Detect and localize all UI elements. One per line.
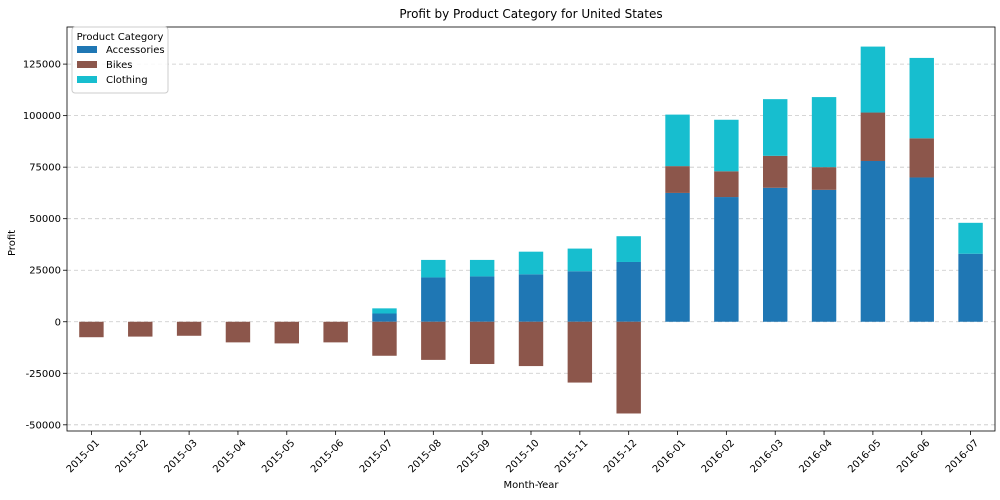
x-tick-label: 2015-03 <box>162 438 199 475</box>
x-axis: 2015-01 2015-02 2015-03 2015-04 2015-05 2015-… <box>65 431 981 475</box>
bar-clothing-2015-10 <box>518 251 544 275</box>
bar-accessories-2015-09 <box>469 276 495 322</box>
bar-bikes-2016-01 <box>665 166 690 193</box>
x-tick-label: 2016-01 <box>651 438 688 475</box>
x-tick-label: 2015-01 <box>65 438 102 475</box>
legend-label: Clothing <box>106 75 148 86</box>
legend-swatch <box>77 46 97 53</box>
x-tick-label: 2015-06 <box>309 438 346 475</box>
bar-bikes-2015-11 <box>567 321 593 383</box>
bar-accessories-2016-06 <box>909 177 934 322</box>
bar-clothing-2015-08 <box>421 259 446 278</box>
bar-accessories-2016-03 <box>763 187 788 322</box>
legend-title: Product Category <box>77 32 164 43</box>
x-tick-label: 2016-02 <box>700 438 737 475</box>
x-tick-label: 2015-10 <box>504 438 541 475</box>
bar-accessories-2016-02 <box>714 197 739 322</box>
legend-items: Accessories Bikes Clothing <box>77 45 165 86</box>
legend-label: Bikes <box>106 60 132 71</box>
bar-bikes-2015-07 <box>372 321 397 356</box>
bar-clothing-2015-11 <box>567 248 593 272</box>
bar-bikes-2016-05 <box>860 112 886 161</box>
bar-clothing-2016-01 <box>665 114 690 167</box>
x-tick-label: 2015-02 <box>114 438 151 475</box>
bar-accessories-2015-08 <box>421 277 446 322</box>
y-tick-label: 0 <box>55 317 61 328</box>
bar-bikes-2016-03 <box>763 155 788 188</box>
bar-bikes-2015-04 <box>225 321 251 343</box>
bar-clothing-2016-07 <box>958 222 983 254</box>
bar-bikes-2015-05 <box>274 321 299 344</box>
bar-bikes-2016-06 <box>909 138 934 178</box>
bar-accessories-2015-12 <box>616 261 641 322</box>
bar-bikes-2015-09 <box>469 321 495 365</box>
y-tick-label: 25000 <box>29 266 61 277</box>
bar-accessories-2016-04 <box>811 189 837 322</box>
x-tick-label: 2016-04 <box>797 438 834 475</box>
bars <box>79 46 983 414</box>
bar-clothing-2016-02 <box>714 119 739 172</box>
bar-clothing-2015-09 <box>469 259 495 277</box>
bar-clothing-2016-05 <box>860 46 886 113</box>
x-tick-label: 2015-08 <box>407 438 444 475</box>
bar-clothing-2015-12 <box>616 236 641 262</box>
y-gridlines <box>67 63 995 426</box>
bar-clothing-2016-04 <box>811 97 837 168</box>
y-tick-label: -25000 <box>26 369 61 380</box>
y-tick-label: -50000 <box>26 420 61 431</box>
y-tick-label: 125000 <box>23 60 61 71</box>
x-axis-label: Month-Year <box>504 480 560 491</box>
x-tick-label: 2015-09 <box>455 438 492 475</box>
bar-accessories-2016-01 <box>665 192 690 322</box>
x-tick-label: 2016-03 <box>749 438 786 475</box>
legend-swatch <box>77 61 97 68</box>
bar-bikes-2015-01 <box>79 321 104 338</box>
x-tick-label: 2016-07 <box>944 438 981 475</box>
y-tick-label: 75000 <box>29 163 61 174</box>
y-axis-label: Profit <box>7 230 18 256</box>
legend: Product Category Accessories Bikes Clothin… <box>71 26 169 94</box>
bar-clothing-2016-06 <box>909 57 934 139</box>
legend-label: Accessories <box>106 45 165 56</box>
bar-clothing-2015-07 <box>372 308 397 314</box>
chart-title: Profit by Product Category for United St… <box>399 7 662 21</box>
bar-accessories-2015-07 <box>372 313 397 322</box>
bar-accessories-2015-11 <box>567 271 593 322</box>
bar-bikes-2016-04 <box>811 167 837 190</box>
bar-bikes-2016-02 <box>714 171 739 198</box>
bar-clothing-2016-03 <box>763 99 788 156</box>
legend-swatch <box>77 76 97 83</box>
y-tick-label: 100000 <box>23 111 61 122</box>
x-tick-label: 2015-11 <box>553 438 590 475</box>
bar-bikes-2015-08 <box>421 321 446 360</box>
x-tick-label: 2015-05 <box>260 438 297 475</box>
bar-bikes-2015-06 <box>323 321 348 343</box>
bar-bikes-2015-10 <box>518 321 544 367</box>
y-tick-label: 50000 <box>29 214 61 225</box>
bar-accessories-2015-10 <box>518 274 544 322</box>
plot-frame <box>66 26 996 432</box>
x-tick-label: 2015-07 <box>358 438 395 475</box>
y-axis: -50000 -25000 0 25000 50000 75000 100000 125000 <box>23 60 67 431</box>
bar-bikes-2015-02 <box>128 321 153 337</box>
bar-accessories-2016-07 <box>958 253 983 322</box>
bar-bikes-2015-12 <box>616 321 641 414</box>
bar-bikes-2015-03 <box>176 321 202 336</box>
bar-accessories-2016-05 <box>860 160 886 322</box>
x-tick-label: 2015-12 <box>602 438 639 475</box>
x-tick-label: 2016-05 <box>846 438 883 475</box>
x-tick-label: 2015-04 <box>211 438 248 475</box>
x-tick-label: 2016-06 <box>895 438 932 475</box>
